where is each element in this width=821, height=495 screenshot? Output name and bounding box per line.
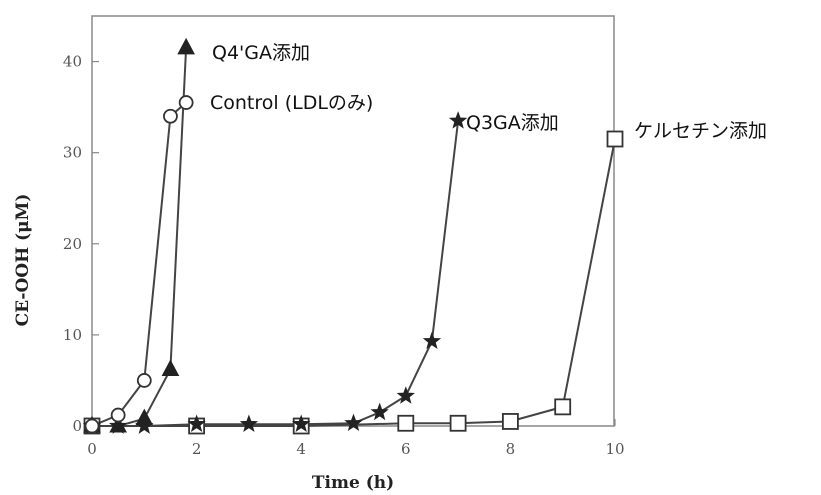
series-line (92, 138, 616, 427)
data-point (84, 418, 100, 434)
data-point (163, 108, 178, 124)
series-label-quercetin: ケルセチン添加 (634, 120, 767, 142)
data-point (397, 414, 415, 432)
series-label-q3ga: Q3GA添加 (466, 112, 559, 134)
data-point (422, 331, 442, 350)
data-point (187, 414, 206, 433)
data-point (292, 414, 311, 433)
x-tick-label: 4 (296, 440, 306, 458)
data-point (370, 402, 389, 421)
series-label-q4ga: Q4'GA添加 (212, 42, 310, 64)
data-point (161, 359, 180, 377)
data-point (344, 413, 363, 432)
y-tick-label: 10 (63, 326, 82, 344)
data-point (554, 398, 572, 416)
data-points (82, 37, 624, 435)
data-point (136, 373, 152, 388)
data-point (448, 111, 468, 129)
x-axis-title: Time (h) (312, 473, 394, 493)
x-tick-label: 10 (605, 440, 624, 458)
x-tick-label: 8 (506, 440, 516, 458)
y-axis-title: CE-OOH (μM) (13, 194, 33, 327)
axis-ticks: 0 2 4 6 8 10 0 10 20 30 40 (63, 53, 625, 458)
y-tick-label: 30 (63, 144, 82, 162)
data-point (109, 415, 127, 433)
series-label-control: Control (LDLのみ) (210, 92, 373, 114)
data-point (110, 407, 126, 423)
y-tick-label: 20 (63, 235, 82, 253)
x-tick-label: 6 (401, 440, 411, 458)
data-point (606, 130, 624, 148)
data-point (178, 95, 194, 110)
data-point (135, 408, 154, 426)
data-point (449, 414, 467, 432)
x-tick-label: 0 (87, 440, 97, 458)
x-tick-label: 2 (192, 440, 202, 458)
y-tick-label: 0 (72, 417, 82, 435)
y-tick-label: 40 (63, 53, 82, 71)
data-point (177, 37, 195, 55)
data-point (501, 413, 519, 430)
data-point (396, 386, 415, 404)
data-point (239, 414, 259, 433)
